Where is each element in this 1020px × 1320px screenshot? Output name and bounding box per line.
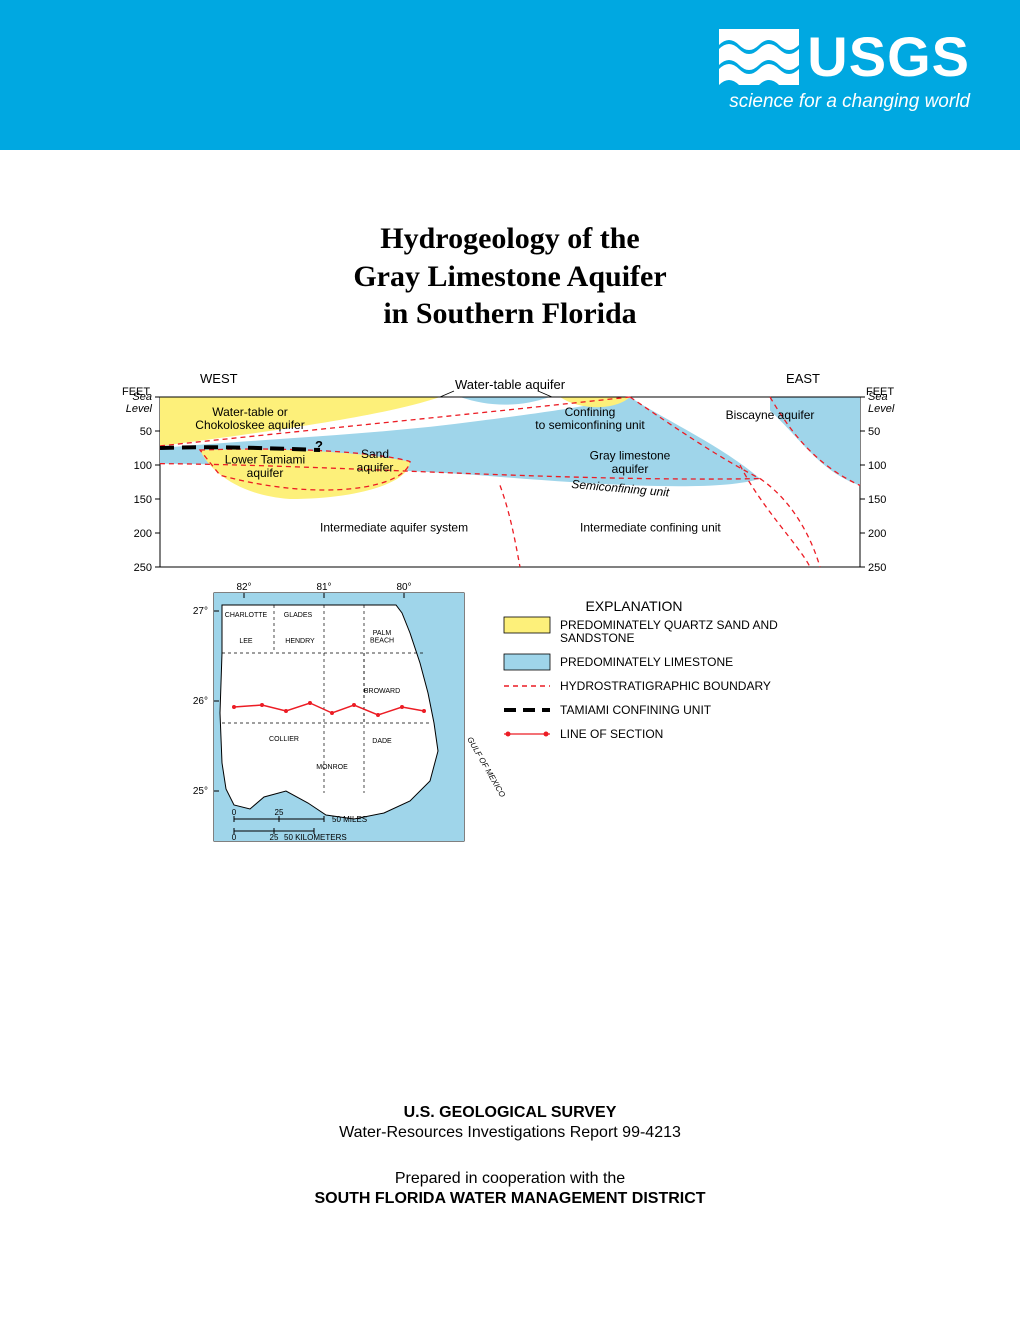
svg-text:BROWARD: BROWARD <box>364 688 400 695</box>
svg-text:EAST: EAST <box>786 371 820 386</box>
svg-text:Sandaquifer: Sandaquifer <box>357 447 394 474</box>
svg-text:HYDROSTRATIGRAPHIC BOUNDARY: HYDROSTRATIGRAPHIC BOUNDARY <box>560 679 771 693</box>
svg-text:50: 50 <box>140 426 152 438</box>
svg-text:0: 0 <box>232 808 237 817</box>
svg-text:LINE OF SECTION: LINE OF SECTION <box>560 727 663 741</box>
title-line-1: Hydrogeology of the <box>0 220 1020 258</box>
svg-text:25: 25 <box>270 833 279 842</box>
svg-text:250: 250 <box>868 562 886 574</box>
svg-text:50: 50 <box>868 426 880 438</box>
svg-text:DADE: DADE <box>372 738 392 745</box>
svg-text:PREDOMINATELY LIMESTONE: PREDOMINATELY LIMESTONE <box>560 655 733 669</box>
svg-text:Intermediate aquifer system: Intermediate aquifer system <box>320 520 468 534</box>
title-line-2: Gray Limestone Aquifer <box>0 258 1020 296</box>
svg-text:MONROE: MONROE <box>316 764 348 771</box>
figure-block: WESTEASTWater-table aquiferFEETFEETSeaLe… <box>114 369 906 874</box>
svg-text:82°: 82° <box>236 582 251 593</box>
usgs-banner: USGS science for a changing world <box>0 0 1020 150</box>
svg-text:50 KILOMETERS: 50 KILOMETERS <box>284 833 347 842</box>
svg-text:150: 150 <box>134 494 152 506</box>
svg-text:Intermediate confining unit: Intermediate confining unit <box>580 520 721 534</box>
svg-text:PALMBEACH: PALMBEACH <box>370 630 394 645</box>
footer-prepared: Prepared in cooperation with the <box>0 1170 1020 1188</box>
usgs-waves-icon <box>719 29 799 85</box>
svg-text:200: 200 <box>868 528 886 540</box>
svg-text:80°: 80° <box>396 582 411 593</box>
svg-text:Water-table aquifer: Water-table aquifer <box>455 377 566 392</box>
svg-text:100: 100 <box>134 460 152 472</box>
svg-text:26°: 26° <box>193 696 208 707</box>
footer-district: SOUTH FLORIDA WATER MANAGEMENT DISTRICT <box>0 1190 1020 1208</box>
svg-text:GULF OF MEXICO: GULF OF MEXICO <box>465 735 507 799</box>
svg-text:50 MILES: 50 MILES <box>332 815 367 824</box>
svg-text:CHARLOTTE: CHARLOTTE <box>225 612 268 619</box>
svg-text:0: 0 <box>232 833 237 842</box>
svg-text:25°: 25° <box>193 786 208 797</box>
cross-section-and-map: WESTEASTWater-table aquiferFEETFEETSeaLe… <box>114 369 906 869</box>
svg-text:COLLIER: COLLIER <box>269 736 299 743</box>
title-line-3: in Southern Florida <box>0 295 1020 333</box>
svg-text:SANDSTONE: SANDSTONE <box>560 631 634 645</box>
svg-text:WEST: WEST <box>200 371 238 386</box>
svg-text:100: 100 <box>868 460 886 472</box>
footer-report: Water-Resources Investigations Report 99… <box>0 1124 1020 1142</box>
svg-text:200: 200 <box>134 528 152 540</box>
svg-text:EXPLANATION: EXPLANATION <box>586 598 683 614</box>
svg-text:LEE: LEE <box>239 638 253 645</box>
report-title: Hydrogeology of the Gray Limestone Aquif… <box>0 220 1020 333</box>
svg-text:81°: 81° <box>316 582 331 593</box>
svg-text:25: 25 <box>275 808 284 817</box>
svg-text:Biscayne aquifer: Biscayne aquifer <box>726 407 815 421</box>
svg-text:PREDOMINATELY QUARTZ SAND AND: PREDOMINATELY QUARTZ SAND AND <box>560 618 778 632</box>
svg-text:150: 150 <box>868 494 886 506</box>
usgs-tagline: science for a changing world <box>719 91 970 113</box>
svg-text:250: 250 <box>134 562 152 574</box>
usgs-wordmark: USGS <box>807 24 970 89</box>
svg-text:GLADES: GLADES <box>284 612 313 619</box>
usgs-logo-block: USGS science for a changing world <box>719 24 970 113</box>
footer-block: U.S. GEOLOGICAL SURVEY Water-Resources I… <box>0 1102 1020 1210</box>
svg-text:HENDRY: HENDRY <box>285 638 315 645</box>
svg-text:?: ? <box>315 438 323 453</box>
svg-text:TAMIAMI CONFINING UNIT: TAMIAMI CONFINING UNIT <box>560 703 712 717</box>
svg-text:27°: 27° <box>193 606 208 617</box>
footer-org: U.S. GEOLOGICAL SURVEY <box>0 1104 1020 1122</box>
